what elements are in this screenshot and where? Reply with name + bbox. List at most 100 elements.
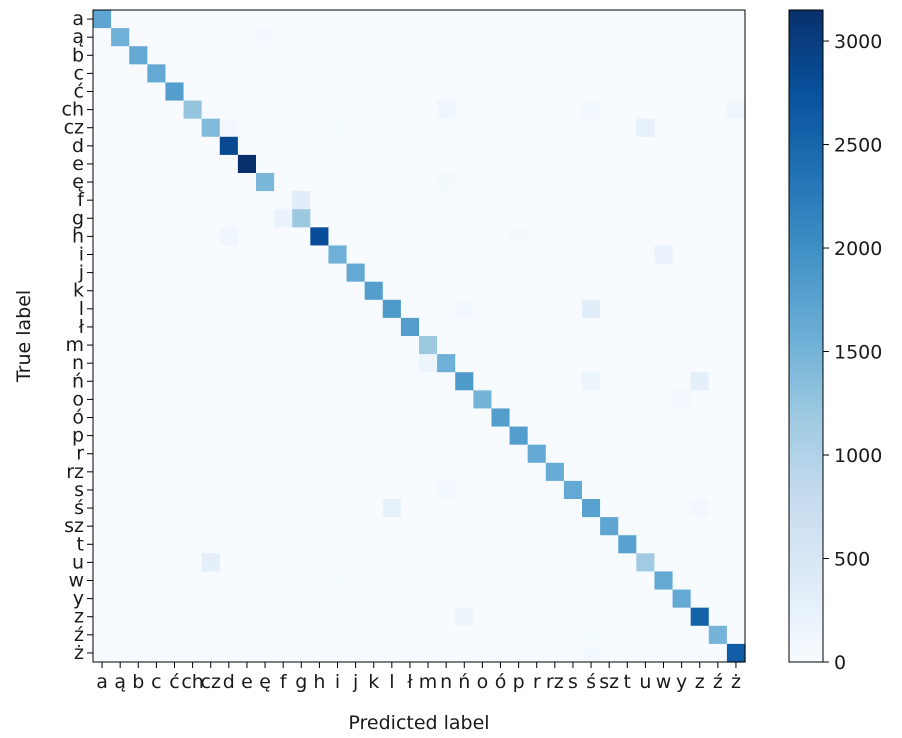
heatmap-cell (473, 299, 493, 319)
heatmap-cell (473, 571, 493, 591)
heatmap-cell (364, 227, 384, 247)
heatmap-cell (310, 426, 330, 446)
heatmap-cell (545, 10, 565, 29)
heatmap-cell (582, 643, 601, 663)
heatmap-cell (183, 100, 203, 120)
heatmap-cell (509, 317, 529, 337)
heatmap-cell (237, 426, 257, 446)
heatmap-cell (455, 46, 474, 65)
heatmap-cell (455, 317, 474, 337)
heatmap-cell (328, 517, 348, 536)
heatmap-cell (708, 589, 728, 609)
heatmap-cell (201, 28, 221, 47)
heatmap-cell (618, 444, 637, 464)
heatmap-cell (237, 462, 257, 482)
heatmap-cell (292, 372, 311, 391)
heatmap-cell (437, 589, 456, 609)
heatmap-cell (636, 245, 656, 265)
heatmap-cell (310, 100, 330, 120)
heatmap-cell (328, 625, 348, 645)
heatmap-cell (618, 426, 637, 446)
heatmap-cell (346, 82, 366, 102)
heatmap-cell (636, 426, 656, 446)
x-tick-label: w (656, 671, 672, 693)
heatmap-cell (545, 354, 565, 373)
heatmap-cell (256, 408, 275, 428)
heatmap-cell (509, 10, 529, 29)
heatmap-cell (419, 444, 438, 464)
heatmap-cell (400, 281, 420, 301)
heatmap-cell (527, 154, 547, 174)
heatmap-cell (219, 553, 239, 573)
heatmap-cell (455, 336, 474, 355)
heatmap-cell (491, 82, 511, 102)
heatmap-cell (129, 553, 148, 573)
heatmap-cell (582, 625, 601, 645)
heatmap-cell (237, 589, 257, 609)
heatmap-cell (600, 571, 619, 591)
colorbar-tick-label: 2500 (834, 135, 882, 157)
heatmap-cell (654, 571, 674, 591)
heatmap-cell (382, 154, 402, 174)
heatmap-cell (654, 281, 674, 301)
heatmap-cell (147, 118, 167, 138)
heatmap-cell (708, 607, 728, 627)
heatmap-cell (129, 426, 148, 446)
heatmap-cell (672, 607, 692, 627)
heatmap-cell (726, 154, 746, 174)
heatmap-cell (600, 444, 619, 464)
heatmap-cell (183, 46, 203, 65)
heatmap-cell (201, 499, 221, 518)
heatmap-cell (165, 517, 185, 536)
heatmap-cell (600, 100, 619, 120)
heatmap-cell (382, 209, 402, 228)
heatmap-cell (165, 64, 185, 84)
heatmap-cell (310, 408, 330, 428)
heatmap-cell (256, 136, 275, 156)
heatmap-cell (473, 607, 493, 627)
heatmap-cell (708, 299, 728, 319)
heatmap-cell (129, 118, 148, 138)
heatmap-cell (364, 136, 384, 156)
heatmap-cell (237, 263, 257, 283)
x-tick-label: u (639, 671, 651, 693)
heatmap-cell (183, 227, 203, 247)
heatmap-cell (165, 154, 185, 174)
heatmap-cell (183, 299, 203, 319)
heatmap-cell (618, 372, 637, 391)
heatmap-cell (600, 136, 619, 156)
heatmap-cell (292, 100, 311, 120)
heatmap-cell (165, 643, 185, 663)
heatmap-cell (708, 625, 728, 645)
heatmap-cell (147, 299, 167, 319)
heatmap-cell (563, 64, 583, 84)
heatmap-cell (437, 390, 456, 410)
x-tick-label: z (695, 671, 705, 693)
heatmap-cell (582, 227, 601, 247)
heatmap-cell (600, 372, 619, 391)
heatmap-cell (545, 408, 565, 428)
heatmap-cell (545, 625, 565, 645)
heatmap-cell (93, 372, 112, 391)
heatmap-cell (400, 535, 420, 554)
heatmap-cell (382, 643, 402, 663)
heatmap-cell (545, 281, 565, 301)
heatmap-cell (219, 462, 239, 482)
heatmap-cell (328, 553, 348, 573)
heatmap-cell (111, 28, 130, 47)
heatmap-cell (419, 118, 438, 138)
x-tick-label: i (335, 671, 340, 693)
y-tick-label: p (72, 425, 84, 447)
heatmap-cell (219, 118, 239, 138)
heatmap-cell (563, 625, 583, 645)
heatmap-cell (654, 118, 674, 138)
colorbar-tick-label: 1000 (834, 445, 882, 467)
heatmap-cell (654, 154, 674, 174)
heatmap-cell (147, 372, 167, 391)
heatmap-cell (219, 263, 239, 283)
heatmap-cell (400, 100, 420, 120)
heatmap-cell (726, 408, 746, 428)
heatmap-cell (473, 444, 493, 464)
heatmap-cell (636, 136, 656, 156)
